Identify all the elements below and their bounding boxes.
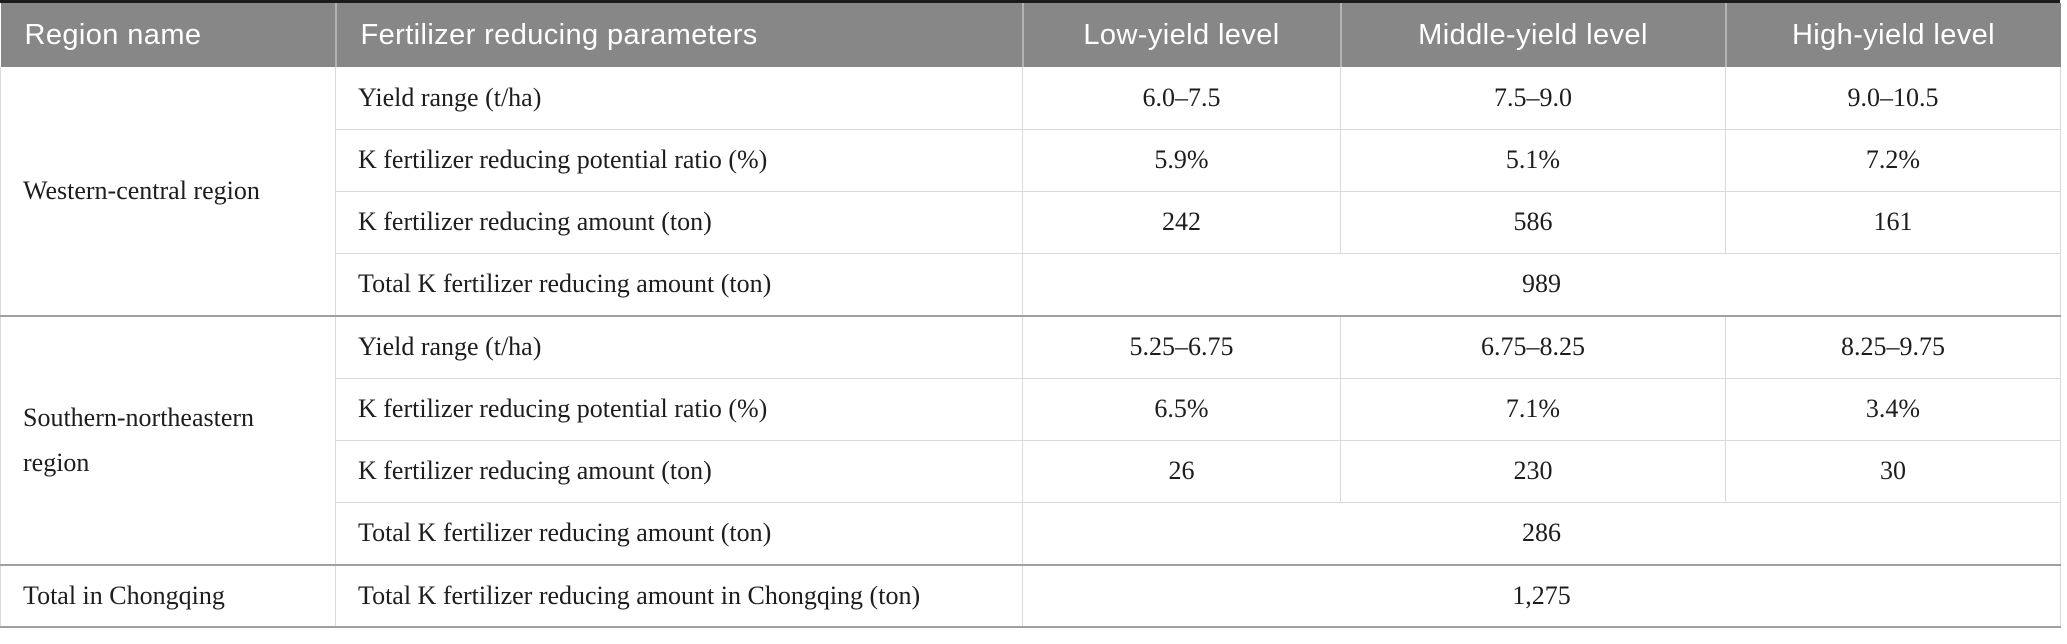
value-cell-high: 8.25–9.75 bbox=[1725, 316, 2061, 379]
value-cell-low: 6.0–7.5 bbox=[1022, 67, 1341, 130]
total-value-cell: 989 bbox=[1022, 253, 2061, 317]
value-cell-low: 5.9% bbox=[1022, 129, 1341, 192]
value-cell-low: 6.5% bbox=[1022, 378, 1341, 441]
value-cell-high: 3.4% bbox=[1725, 378, 2061, 441]
table-top-rule bbox=[0, 0, 2060, 3]
footer-region-cell: Total in Chongqing bbox=[0, 565, 336, 628]
value-cell-high: 161 bbox=[1725, 191, 2061, 254]
param-cell: K fertilizer reducing potential ratio (%… bbox=[335, 378, 1023, 441]
footer-value-cell: 1,275 bbox=[1022, 565, 2061, 628]
value-cell-middle: 6.75–8.25 bbox=[1340, 316, 1726, 379]
value-cell-high: 30 bbox=[1725, 440, 2061, 503]
col-header-middle-yield: Middle-yield level bbox=[1339, 3, 1726, 67]
group-total-row: Total K fertilizer reducing amount (ton)… bbox=[1, 502, 2061, 566]
value-cell-high: 7.2% bbox=[1725, 129, 2061, 192]
col-header-high-yield: High-yield level bbox=[1724, 3, 2061, 67]
table-row: K fertilizer reducing potential ratio (%… bbox=[1, 129, 2061, 192]
value-cell-middle: 7.5–9.0 bbox=[1340, 67, 1726, 130]
param-cell: K fertilizer reducing amount (ton) bbox=[335, 440, 1023, 503]
col-header-parameters: Fertilizer reducing parameters bbox=[334, 3, 1023, 67]
value-cell-low: 5.25–6.75 bbox=[1022, 316, 1341, 379]
table-row: Southern-northeastern region Yield range… bbox=[0, 316, 2061, 566]
table-row: Western-central region Yield range (t/ha… bbox=[0, 67, 2061, 317]
col-header-region-name: Region name bbox=[0, 3, 336, 67]
param-cell: K fertilizer reducing potential ratio (%… bbox=[335, 129, 1023, 192]
value-cell-high: 9.0–10.5 bbox=[1725, 67, 2061, 130]
table-header: Region name Fertilizer reducing paramete… bbox=[0, 3, 2061, 67]
footer-label-cell: Total K fertilizer reducing amount in Ch… bbox=[335, 565, 1023, 628]
value-cell-middle: 5.1% bbox=[1340, 129, 1726, 192]
region-cell: Western-central region bbox=[0, 67, 336, 317]
table-body: Western-central region Yield range (t/ha… bbox=[0, 67, 2061, 628]
param-cell: K fertilizer reducing amount (ton) bbox=[335, 191, 1023, 254]
param-cell: Yield range (t/ha) bbox=[335, 316, 1023, 379]
param-cell: Yield range (t/ha) bbox=[335, 67, 1023, 130]
table-row: K fertilizer reducing amount (ton) 26 23… bbox=[1, 440, 2061, 503]
region-cell: Southern-northeastern region bbox=[0, 316, 336, 566]
value-cell-low: 26 bbox=[1022, 440, 1341, 503]
total-label-cell: Total K fertilizer reducing amount (ton) bbox=[335, 253, 1023, 317]
value-cell-middle: 230 bbox=[1340, 440, 1726, 503]
col-header-low-yield: Low-yield level bbox=[1021, 3, 1341, 67]
value-cell-middle: 7.1% bbox=[1340, 378, 1726, 441]
table-container: Region name Fertilizer reducing paramete… bbox=[0, 0, 2061, 628]
value-cell-middle: 586 bbox=[1340, 191, 1726, 254]
header-row: Region name Fertilizer reducing paramete… bbox=[0, 3, 2061, 67]
table-row: K fertilizer reducing amount (ton) 242 5… bbox=[1, 191, 2061, 254]
total-value-cell: 286 bbox=[1022, 502, 2061, 566]
total-label-cell: Total K fertilizer reducing amount (ton) bbox=[335, 502, 1023, 566]
grand-total-row: Total in Chongqing Total K fertilizer re… bbox=[0, 565, 2061, 628]
value-cell-low: 242 bbox=[1022, 191, 1341, 254]
fertilizer-reduction-table: Region name Fertilizer reducing paramete… bbox=[0, 3, 2061, 628]
group-total-row: Total K fertilizer reducing amount (ton)… bbox=[1, 253, 2061, 317]
table-row: K fertilizer reducing potential ratio (%… bbox=[1, 378, 2061, 441]
